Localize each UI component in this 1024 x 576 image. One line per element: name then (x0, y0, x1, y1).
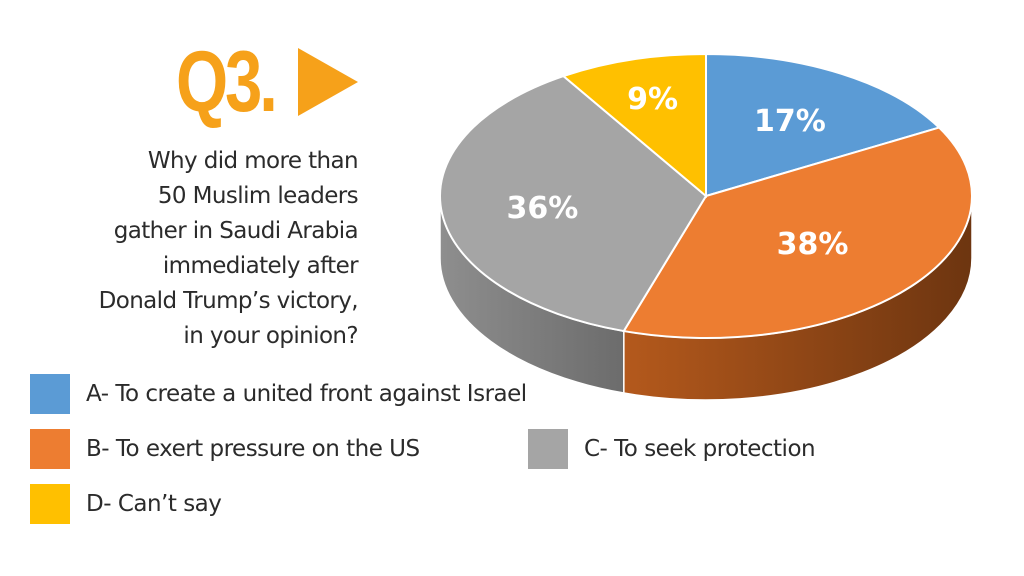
play-arrow-icon (298, 48, 358, 116)
legend-label-b: B- To exert pressure on the US (86, 436, 420, 462)
legend-item-c: C- To seek protection (528, 429, 816, 469)
legend-label-c: C- To seek protection (584, 436, 816, 462)
question-line: immediately after (162, 253, 359, 279)
legend-swatch-c (528, 429, 568, 469)
legend-item-a: A- To create a united front against Isra… (30, 374, 527, 414)
question-number: Q3. (176, 34, 358, 130)
question-number-text: Q3. (176, 34, 278, 130)
question-text: Why did more than 50 Muslim leaders gath… (20, 144, 359, 354)
question-line: Donald Trump’s victory, (98, 288, 359, 314)
pie-slice-label-1: 38% (777, 227, 849, 262)
legend-item-d: D- Can’t say (30, 484, 222, 524)
pie-slice-1 (622, 126, 973, 339)
question-line: in your opinion? (183, 323, 358, 349)
pie-slice-2 (439, 74, 708, 333)
question-line: Why did more than (147, 148, 359, 174)
legend-label-a: A- To create a united front against Isra… (86, 381, 527, 407)
legend-swatch-a (30, 374, 70, 414)
pie-tops (439, 52, 973, 339)
question-line: gather in Saudi Arabia (113, 218, 359, 244)
pie-labels: 17% 38% 36% 9% (506, 82, 848, 262)
legend-swatch-d (30, 484, 70, 524)
pie-slice-label-2: 36% (506, 191, 578, 226)
legend-item-b: B- To exert pressure on the US (30, 429, 420, 469)
pie-slice-label-0: 17% (754, 104, 826, 139)
pie-slice-label-3: 9% (627, 82, 678, 117)
legend-swatch-b (30, 429, 70, 469)
pie-slice-3 (561, 52, 707, 199)
question-line: 50 Muslim leaders (157, 183, 359, 209)
legend-label-d: D- Can’t say (86, 491, 222, 517)
pie-slice-0 (705, 52, 942, 198)
